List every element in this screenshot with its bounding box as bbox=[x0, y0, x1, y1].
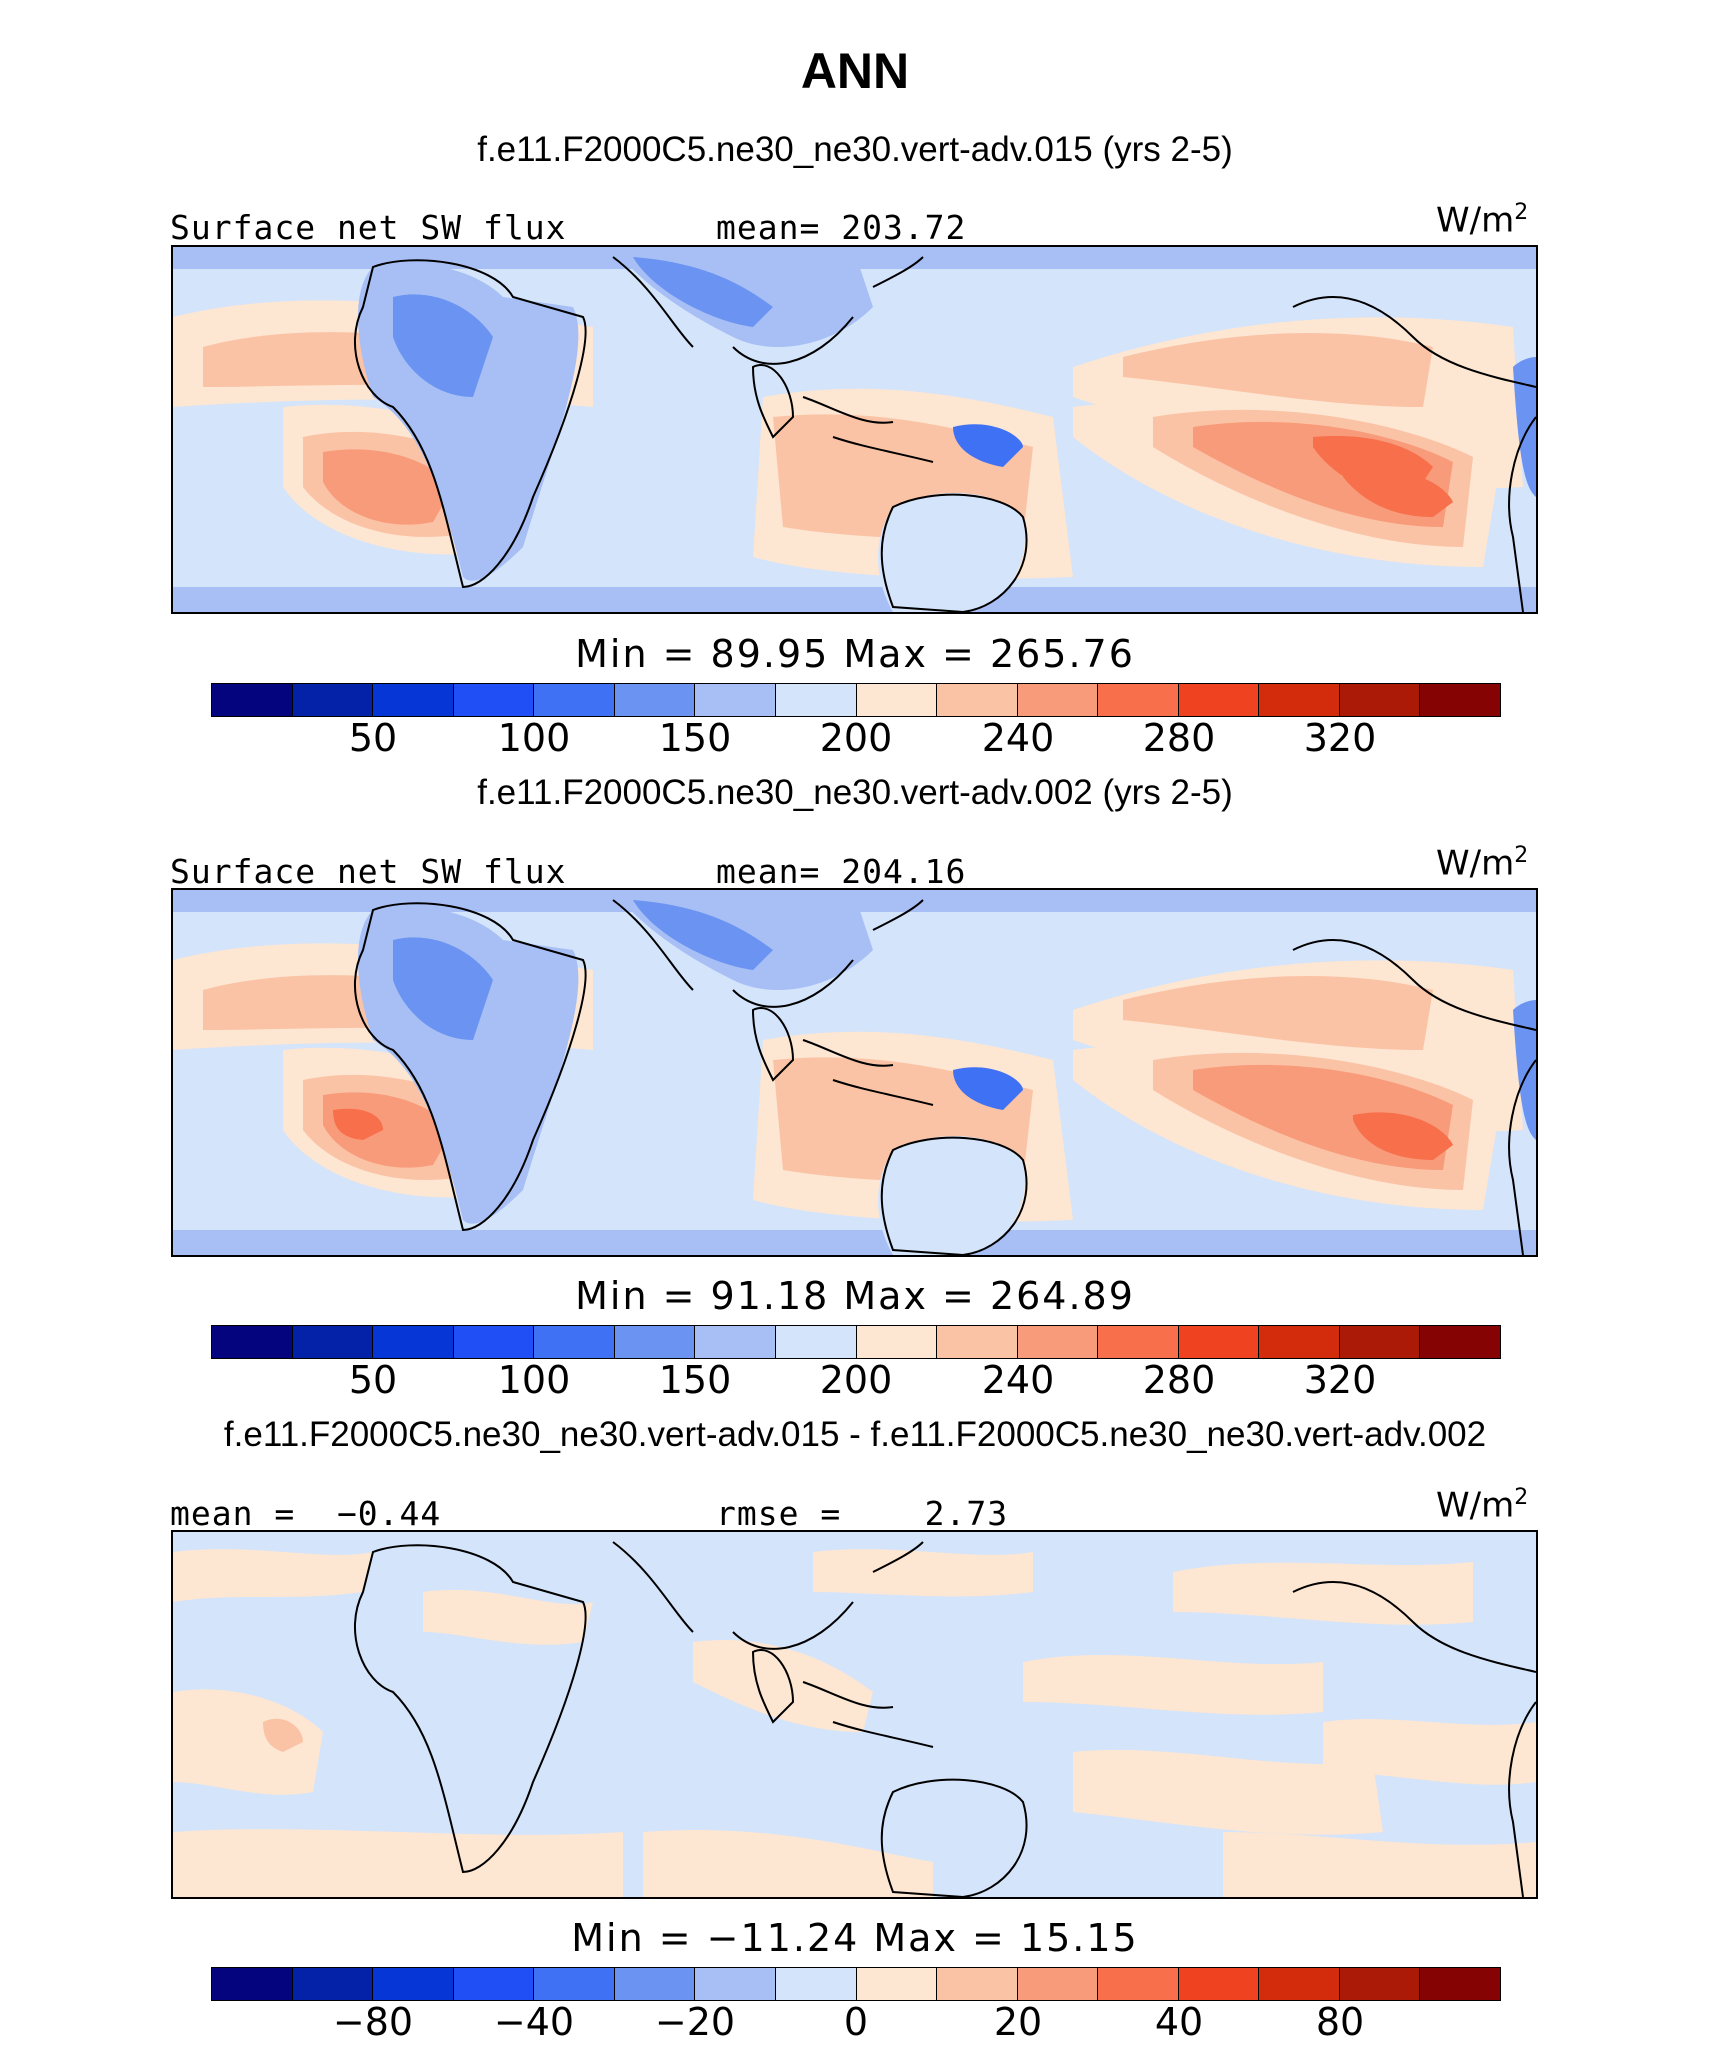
panel-1-tick: 200 bbox=[819, 716, 893, 760]
colorbar-swatch bbox=[1178, 684, 1260, 716]
panel-1-variable-label: Surface net SW flux bbox=[170, 208, 567, 247]
colorbar-swatch bbox=[695, 1326, 776, 1358]
colorbar-swatch bbox=[1017, 684, 1099, 716]
colorbar-swatch bbox=[453, 1326, 535, 1358]
colorbar-swatch bbox=[1259, 1326, 1340, 1358]
colorbar-swatch bbox=[1420, 1968, 1500, 2000]
colorbar-swatch bbox=[212, 1968, 293, 2000]
colorbar-swatch bbox=[1339, 1968, 1421, 2000]
panel-2-tick: 100 bbox=[497, 1358, 571, 1402]
panel-1-units: W/m2 bbox=[1436, 200, 1529, 241]
colorbar-swatch bbox=[1178, 1968, 1260, 2000]
colorbar-swatch bbox=[1259, 1968, 1340, 2000]
colorbar-swatch bbox=[1420, 1326, 1500, 1358]
panel-2-case-title: f.e11.F2000C5.ne30_ne30.vert-adv.002 (yr… bbox=[477, 773, 1233, 812]
panel-1-tick: 240 bbox=[981, 716, 1055, 760]
colorbar-swatch bbox=[1339, 684, 1421, 716]
panel-2-colorbar bbox=[211, 1325, 1501, 1359]
panel-2-tick: 320 bbox=[1303, 1358, 1377, 1402]
panel-2-contour-map bbox=[173, 890, 1536, 1255]
panel-2-tick: 150 bbox=[658, 1358, 732, 1402]
panel-3-mean-label: mean = −0.44 bbox=[170, 1494, 442, 1533]
colorbar-swatch bbox=[614, 1968, 696, 2000]
colorbar-swatch bbox=[212, 1326, 293, 1358]
panel-1-case-title: f.e11.F2000C5.ne30_ne30.vert-adv.015 (yr… bbox=[477, 130, 1233, 169]
panel-1-tick: 100 bbox=[497, 716, 571, 760]
colorbar-swatch bbox=[1017, 1968, 1099, 2000]
colorbar-swatch bbox=[856, 1968, 938, 2000]
panel-3-minmax: Min = −11.24 Max = 15.15 bbox=[571, 1916, 1139, 1960]
panel-2-minmax: Min = 91.18 Max = 264.89 bbox=[575, 1274, 1135, 1318]
panel-2-units: W/m2 bbox=[1436, 843, 1529, 884]
panel-1-mean-label: mean= 203.72 bbox=[716, 208, 967, 247]
panel-3-units: W/m2 bbox=[1436, 1485, 1529, 1526]
colorbar-swatch bbox=[292, 684, 374, 716]
panel-1-tick: 50 bbox=[348, 716, 398, 760]
colorbar-swatch bbox=[1098, 1968, 1179, 2000]
panel-2-variable-label: Surface net SW flux bbox=[170, 852, 567, 891]
colorbar-swatch bbox=[1339, 1326, 1421, 1358]
colorbar-swatch bbox=[614, 684, 696, 716]
panel-1-colorbar bbox=[211, 683, 1501, 717]
panel-1-tick: 320 bbox=[1303, 716, 1377, 760]
colorbar-swatch bbox=[212, 684, 293, 716]
colorbar-swatch bbox=[695, 1968, 776, 2000]
colorbar-swatch bbox=[534, 684, 615, 716]
panel-3-tick: 80 bbox=[1315, 2000, 1365, 2044]
panel-2-mean-label: mean= 204.16 bbox=[716, 852, 967, 891]
panel-1-minmax: Min = 89.95 Max = 265.76 bbox=[575, 632, 1135, 676]
colorbar-swatch bbox=[292, 1968, 374, 2000]
panel-3-tick: 0 bbox=[843, 2000, 869, 2044]
panel-1-tick: 280 bbox=[1142, 716, 1216, 760]
panel-3-colorbar bbox=[211, 1967, 1501, 2001]
colorbar-swatch bbox=[373, 684, 454, 716]
panel-2-tick: 50 bbox=[348, 1358, 398, 1402]
panel-3-contour-map bbox=[173, 1532, 1536, 1897]
panel-3-rmse-label: rmse = 2.73 bbox=[716, 1494, 1009, 1533]
panel-3-tick: −80 bbox=[332, 2000, 414, 2044]
colorbar-swatch bbox=[937, 1968, 1018, 2000]
colorbar-swatch bbox=[1098, 1326, 1179, 1358]
panel-3-tick: −20 bbox=[654, 2000, 736, 2044]
colorbar-swatch bbox=[1017, 1326, 1099, 1358]
colorbar-swatch bbox=[453, 684, 535, 716]
panel-1-contour-map bbox=[173, 247, 1536, 612]
panel-3-map bbox=[171, 1530, 1538, 1899]
panel-3-case-title: f.e11.F2000C5.ne30_ne30.vert-adv.015 - f… bbox=[223, 1415, 1487, 1454]
panel-3-tick: 40 bbox=[1154, 2000, 1204, 2044]
panel-2-tick: 240 bbox=[981, 1358, 1055, 1402]
colorbar-swatch bbox=[1178, 1326, 1260, 1358]
colorbar-swatch bbox=[373, 1326, 454, 1358]
colorbar-swatch bbox=[373, 1968, 454, 2000]
colorbar-swatch bbox=[453, 1968, 535, 2000]
colorbar-swatch bbox=[856, 1326, 938, 1358]
colorbar-swatch bbox=[534, 1326, 615, 1358]
colorbar-swatch bbox=[534, 1968, 615, 2000]
panel-2-tick: 280 bbox=[1142, 1358, 1216, 1402]
colorbar-swatch bbox=[614, 1326, 696, 1358]
panel-2-map bbox=[171, 888, 1538, 1257]
colorbar-swatch bbox=[775, 1326, 857, 1358]
colorbar-swatch bbox=[856, 684, 938, 716]
panel-2-tick: 200 bbox=[819, 1358, 893, 1402]
colorbar-swatch bbox=[775, 684, 857, 716]
colorbar-swatch bbox=[1259, 684, 1340, 716]
colorbar-swatch bbox=[1098, 684, 1179, 716]
colorbar-swatch bbox=[937, 684, 1018, 716]
colorbar-swatch bbox=[937, 1326, 1018, 1358]
panel-1-map bbox=[171, 245, 1538, 614]
panel-1-tick: 150 bbox=[658, 716, 732, 760]
colorbar-swatch bbox=[695, 684, 776, 716]
colorbar-swatch bbox=[292, 1326, 374, 1358]
panel-3-tick: 20 bbox=[993, 2000, 1043, 2044]
colorbar-swatch bbox=[775, 1968, 857, 2000]
panel-3-tick: −40 bbox=[493, 2000, 575, 2044]
colorbar-swatch bbox=[1420, 684, 1500, 716]
figure-title: ANN bbox=[800, 43, 910, 99]
